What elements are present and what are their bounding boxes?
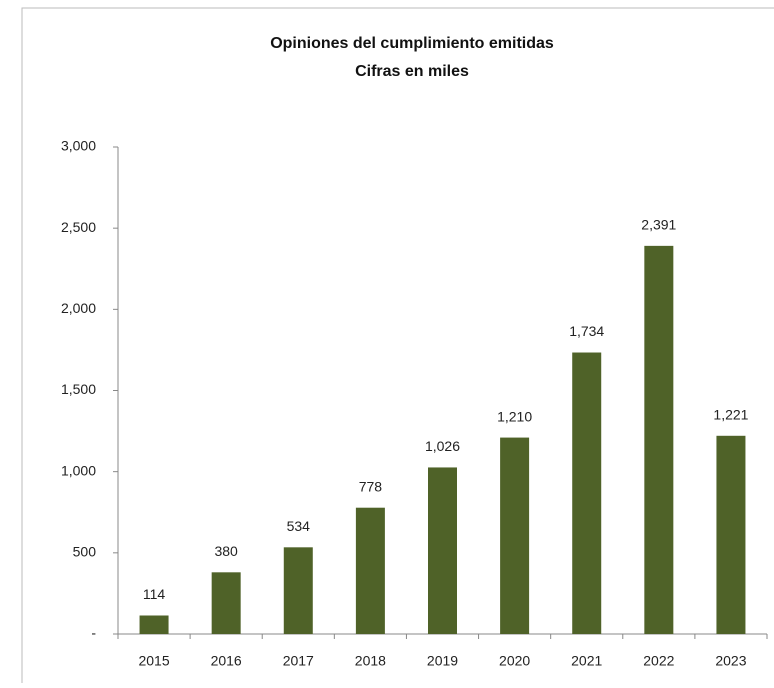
bar	[572, 352, 602, 634]
x-tick-label: 2022	[643, 653, 674, 669]
value-label: 2,391	[641, 217, 676, 233]
bar	[211, 572, 241, 634]
x-tick-label: 2017	[283, 653, 314, 669]
x-tick-label: 2023	[715, 653, 746, 669]
value-label: 778	[359, 478, 383, 494]
chart-title: Opiniones del cumplimiento emitidas	[270, 35, 554, 52]
value-label: 534	[287, 518, 311, 534]
bar	[139, 615, 169, 634]
bar	[644, 245, 674, 634]
value-label: 380	[214, 543, 238, 559]
y-tick-label: 2,500	[61, 219, 96, 235]
y-tick-label: 3,000	[61, 138, 96, 154]
bar	[500, 437, 530, 634]
x-tick-label: 2018	[355, 653, 386, 669]
value-label: 1,026	[425, 438, 460, 454]
y-tick-label: 500	[73, 544, 97, 560]
x-tick-label: 2019	[427, 653, 458, 669]
chart-subtitle: Cifras en miles	[355, 63, 469, 80]
bar	[283, 547, 313, 634]
value-label: 1,734	[569, 323, 604, 339]
y-tick-label: -	[91, 625, 96, 641]
value-label: 1,210	[497, 408, 532, 424]
bar	[716, 435, 746, 634]
bar	[355, 507, 385, 634]
value-label: 114	[143, 586, 166, 602]
y-tick-label: 1,500	[61, 381, 96, 397]
y-tick-label: 1,000	[61, 462, 96, 478]
y-tick-label: 2,000	[61, 300, 96, 316]
x-tick-label: 2020	[499, 653, 530, 669]
x-tick-label: 2015	[138, 653, 169, 669]
bar	[428, 467, 457, 634]
x-tick-label: 2021	[571, 653, 602, 669]
value-label: 1,221	[713, 406, 748, 422]
x-tick-label: 2016	[211, 653, 242, 669]
